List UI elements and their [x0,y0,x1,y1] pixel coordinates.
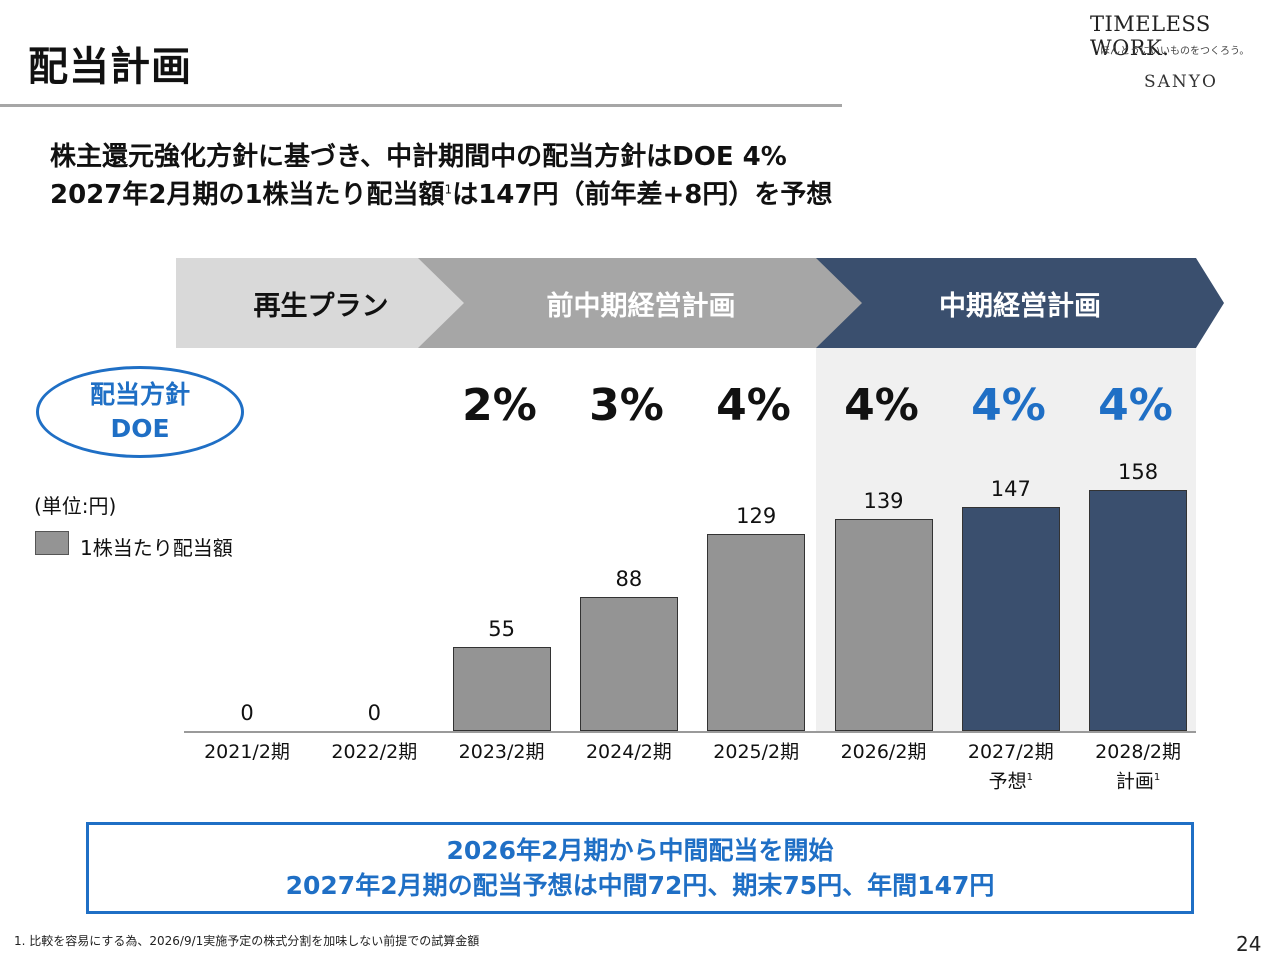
headline-line2-part2: は147円（前年差+8円）を予想 [452,180,833,210]
doe-value: 4% [1098,380,1173,431]
legend-label: 1株当たり配当額 [80,536,233,560]
headline-footnote-mark: 1 [444,182,453,197]
logo-company: SANYO [1144,72,1218,92]
x-tick-label: 2022/2期 [331,741,418,763]
interim-dividend-callout: 2026年2月期から中間配当を開始 2027年2月期の配当予想は中間72円、期末… [86,822,1194,914]
footnote: 1. 比較を容易にする為、2026/9/1実施予定の株式分割を加味しない前提での… [14,934,480,948]
unit-label: (単位:円) [34,494,117,518]
bar-2023/2期 [452,647,551,731]
x-tick-label: 2027/2期 予想1 [947,740,1074,794]
bar-2024/2期 [579,596,678,731]
bar-value-label: 88 [615,566,643,591]
x-tick-note: 予想1 [988,770,1033,793]
doe-value: 4% [844,380,919,431]
doe-value: 4% [971,380,1046,431]
bar-value-label: 55 [488,617,515,642]
logo-brand: TIMELESS WORK. [1090,12,1211,60]
x-tick-label: 2024/2期 [585,741,672,763]
headline-line1: 株主還元強化方針に基づき、中計期間中の配当方針はDOE 4% [50,142,787,172]
page-number: 24 [1236,932,1262,956]
page-title: 配当計画 [28,44,192,90]
x-tick-label: 2023/2期 [458,741,545,763]
x-tick-label: 2025/2期 [713,741,800,763]
bar-2026/2期 [834,519,933,731]
phase-saisei-plan: 再生プラン [176,258,466,348]
bar-value-label: 0 [367,701,381,725]
phase-midterm-plan: 中期経営計画 [816,258,1224,348]
phase-previous-midterm-plan: 前中期経営計画 [418,258,864,348]
legend-swatch [35,531,69,555]
bar-2027/2期 [961,506,1060,731]
headline-line2-part1: 2027年2月期の1株当たり配当額 [50,180,445,210]
bar-value-label: 158 [1118,460,1159,485]
bar-2025/2期 [707,534,806,731]
callout-line1: 2026年2月期から中間配当を開始 [446,836,834,865]
doe-value: 3% [589,380,664,431]
bar-value-label: 139 [863,489,904,514]
x-tick-label: 2021/2期 [204,741,290,763]
callout-line2: 2027年2月期の配当予想は中間72円、期末75円、年間147円 [285,871,995,900]
policy-label: 配当方針 [89,380,190,409]
bar-value-label: 0 [240,701,254,725]
x-tick-label: 2028/2期 計画1 [1075,740,1202,794]
dividend-policy-badge: 配当方針 DOE [36,366,244,458]
x-tick-label: 2026/2期 [840,741,927,763]
x-axis-line [184,731,1196,733]
doe-value: 4% [716,380,791,431]
headline-line2: 2027年2月期の1株当たり配当額1は147円（前年差+8円）を予想 [50,174,832,211]
x-tick-note: 計画1 [1115,770,1161,793]
bar-value-label: 147 [990,476,1031,501]
bar-value-label: 129 [736,504,777,529]
title-divider [0,104,842,107]
logo-tagline: ほんとうにいいものをつくろう。 [1100,46,1250,57]
policy-doe-label: DOE [110,414,170,443]
doe-value: 2% [462,380,537,431]
bar-2028/2期 [1089,490,1188,731]
